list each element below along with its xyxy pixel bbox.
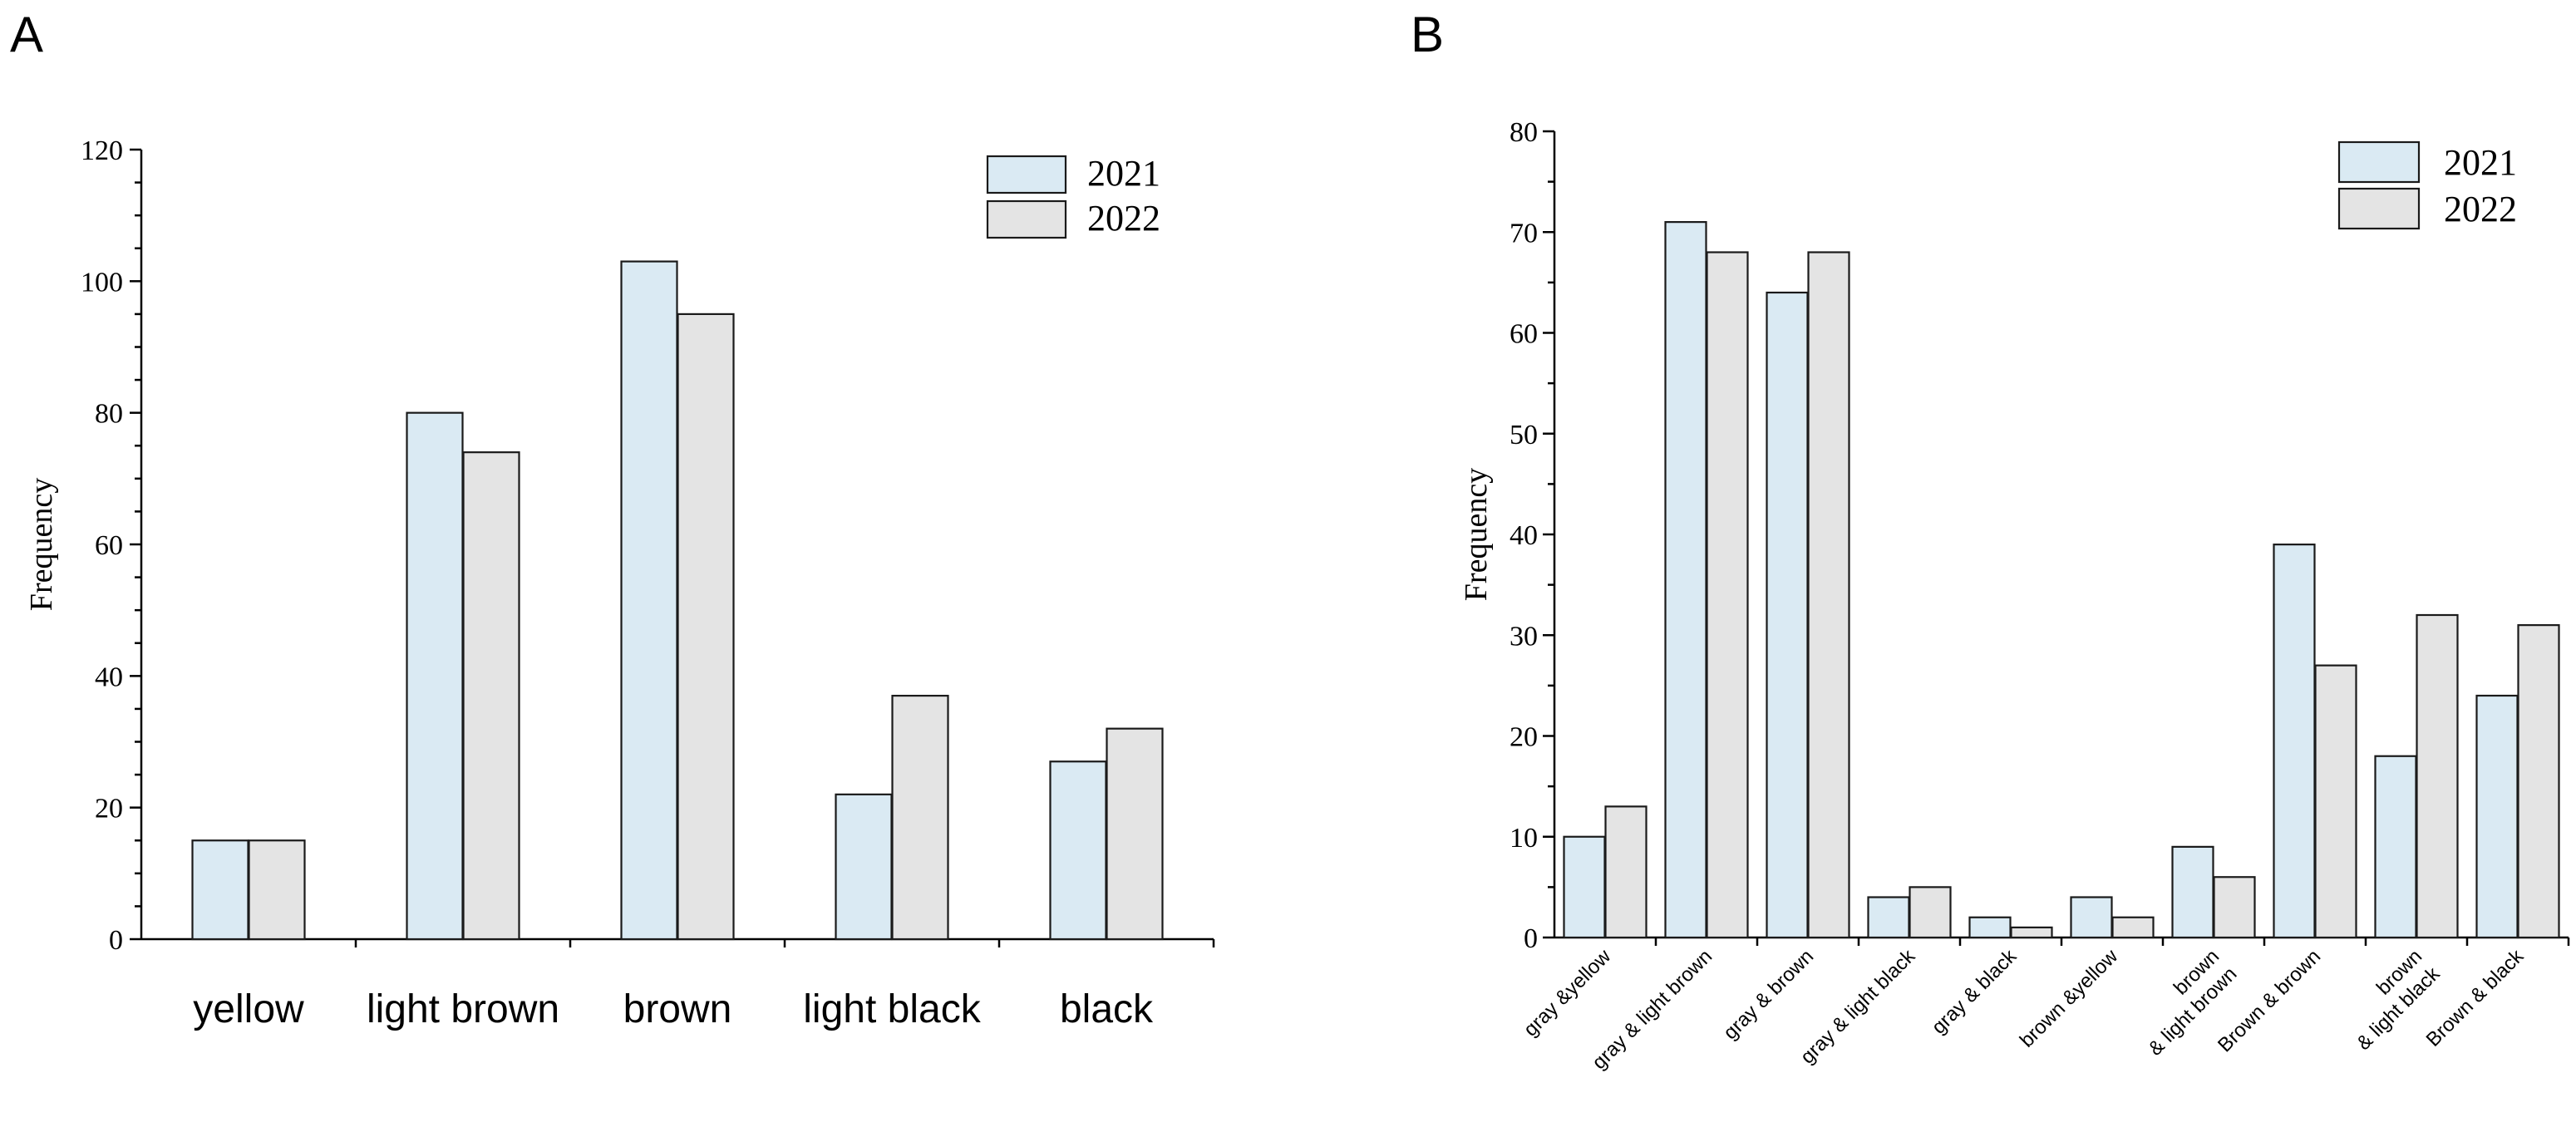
bar-2021-4 [1049, 760, 1107, 941]
y-axis-label: Frequency [1459, 468, 1494, 601]
bar-2022-8 [2416, 613, 2459, 939]
bar-2022-0 [1604, 805, 1648, 939]
x-category-label-line: Brown & brown [2214, 945, 2325, 1056]
bar-2021-8 [2374, 755, 2417, 939]
legend-swatch [2337, 187, 2421, 230]
bar-2022-6 [2213, 876, 2256, 939]
x-category-label: gray & brown [1719, 945, 1818, 1044]
y-tick-label: 80 [95, 399, 123, 430]
bar-2021-7 [2273, 544, 2316, 939]
y-tick-label: 0 [109, 925, 123, 956]
y-tick-label: 70 [1510, 218, 1538, 249]
bar-2022-7 [2314, 664, 2357, 939]
bar-2022-3 [1909, 886, 1952, 939]
y-tick-label: 50 [1510, 420, 1538, 450]
y-tick-label: 40 [1510, 520, 1538, 551]
bar-2022-5 [2111, 916, 2155, 939]
y-tick-label: 100 [81, 267, 123, 298]
x-category-label-line: gray & black [1928, 944, 2022, 1038]
y-axis-label: Frequency [24, 478, 59, 611]
bar-2021-3 [835, 793, 893, 941]
legend-swatch [2337, 140, 2421, 184]
bar-2022-3 [891, 694, 949, 941]
legend-label: 2021 [1087, 153, 1160, 194]
x-category-label-line: gray & brown [1719, 945, 1818, 1044]
x-category-label-line: brown &yellow [2016, 945, 2123, 1052]
y-tick-label: 80 [1510, 117, 1538, 148]
bar-2022-2 [1807, 251, 1850, 939]
bar-2022-0 [248, 839, 306, 941]
bar-2022-2 [677, 313, 735, 941]
bar-2021-1 [1664, 221, 1707, 939]
x-category-label: light brown [367, 987, 559, 1031]
panel-letter: A [10, 7, 43, 62]
y-tick-label: 0 [1524, 923, 1538, 954]
legend-label: 2022 [1087, 198, 1160, 239]
bar-2021-2 [620, 260, 678, 941]
x-category-label: Brown & brown [2214, 945, 2325, 1056]
bar-2021-4 [1968, 916, 2012, 939]
x-category-label: black [1060, 987, 1154, 1031]
x-category-label: brown &yellow [2016, 945, 2123, 1052]
legend-swatch [986, 199, 1067, 239]
bar-2022-1 [462, 451, 520, 941]
x-category-label: Brown & black [2422, 944, 2529, 1051]
x-category-label: gray & black [1928, 944, 2022, 1038]
bar-2022-9 [2517, 624, 2560, 939]
bar-2021-1 [406, 411, 464, 941]
legend-label: 2021 [2444, 142, 2517, 183]
legend-swatch [986, 155, 1067, 194]
panel-a: A 0 20 40 60 80 100 120 Frequency yellow light bro… [10, 7, 1215, 1031]
y-tick-label: 20 [95, 794, 123, 824]
x-category-label: light black [803, 987, 981, 1031]
y-tick-label: 10 [1510, 823, 1538, 854]
panel-letter: B [1411, 7, 1444, 62]
bar-2022-4 [2010, 926, 2053, 939]
bar-2021-5 [2070, 896, 2113, 939]
bar-2021-3 [1867, 896, 1910, 939]
bar-2022-1 [1706, 251, 1749, 939]
panel-b: B 0 10 20 30 40 50 60 70 80 Frequency gray &yellow g… [1411, 7, 2570, 1074]
x-category-label: yellow [193, 987, 304, 1031]
y-tick-label: 20 [1510, 722, 1538, 753]
bar-2021-6 [2171, 845, 2214, 939]
x-category-label: brown [623, 987, 732, 1031]
bar-2021-9 [2475, 694, 2519, 939]
bar-2021-2 [1766, 291, 1809, 939]
y-tick-label: 120 [81, 135, 123, 166]
y-tick-label: 40 [95, 662, 123, 692]
y-tick-label: 30 [1510, 621, 1538, 652]
x-category-label-line: gray &yellow [1519, 945, 1616, 1041]
bar-2021-0 [1563, 835, 1606, 939]
y-tick-label: 60 [95, 530, 123, 561]
x-category-label: gray &yellow [1519, 945, 1616, 1041]
bar-2022-4 [1106, 727, 1164, 941]
x-category-label-line: Brown & black [2422, 944, 2529, 1051]
legend-label: 2022 [2444, 189, 2517, 229]
bar-2021-0 [191, 839, 249, 941]
y-tick-label: 60 [1510, 319, 1538, 350]
